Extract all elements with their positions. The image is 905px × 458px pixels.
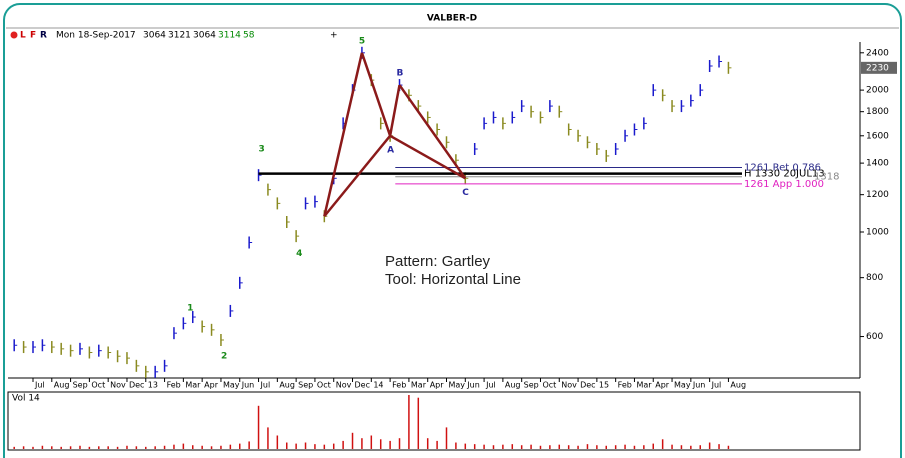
x-tick-label: 13 xyxy=(148,381,158,390)
info-low: 3064 xyxy=(193,31,216,41)
volume-label: Vol 14 xyxy=(12,394,40,404)
y-tick-label: 1600 xyxy=(866,131,889,141)
x-tick-label: Feb xyxy=(167,381,181,390)
y-tick-label: 800 xyxy=(866,273,883,283)
x-tick-label: Mar xyxy=(636,381,652,390)
flag[interactable]: L xyxy=(20,31,26,41)
y-tick-label: 1000 xyxy=(866,227,889,237)
info-date: Mon 18-Sep-2017 xyxy=(56,31,136,41)
level-label: H 1330 20JUL13 xyxy=(744,169,825,180)
add-button[interactable]: + xyxy=(330,31,338,41)
x-tick-label: Nov xyxy=(561,381,577,390)
annotation: Pattern: Gartley xyxy=(385,253,491,270)
x-tick-label: 14 xyxy=(373,381,383,390)
x-tick-label: Apr xyxy=(430,381,445,390)
y-tick-label: 2400 xyxy=(866,48,889,58)
info-volume: 58 xyxy=(243,31,255,41)
x-tick-label: Nov xyxy=(336,381,352,390)
x-tick-label: 15 xyxy=(599,381,609,390)
pattern-leg xyxy=(388,84,401,137)
x-tick-label: Jul xyxy=(485,381,496,390)
x-tick-label: Aug xyxy=(730,381,746,390)
x-tick-label: Jul xyxy=(260,381,271,390)
x-tick-label: Aug xyxy=(505,381,521,390)
info-open: 3064 xyxy=(143,31,166,41)
wave-label: 2 xyxy=(221,352,227,362)
frame xyxy=(3,3,902,458)
x-tick-label: Jul xyxy=(34,381,45,390)
level-label: 1318 xyxy=(814,172,839,183)
volume-panel xyxy=(7,391,861,451)
last-price: 2230 xyxy=(866,63,889,73)
y-tick-label: 1400 xyxy=(866,159,889,169)
x-tick-label: Jul xyxy=(711,381,722,390)
pattern-leg xyxy=(398,84,467,180)
x-tick-label: Oct xyxy=(317,381,331,390)
y-tick-label: 2000 xyxy=(866,86,889,96)
info-close: 3114 xyxy=(218,31,241,41)
flag[interactable]: F xyxy=(30,31,36,41)
x-tick-label: Dec xyxy=(355,381,370,390)
x-tick-label: Sep xyxy=(73,381,88,390)
wave-label: 4 xyxy=(296,249,302,259)
x-tick-label: Aug xyxy=(279,381,295,390)
pattern-label: B xyxy=(397,69,404,79)
x-tick-label: Feb xyxy=(392,381,406,390)
x-tick-label: Oct xyxy=(542,381,556,390)
x-tick-label: Apr xyxy=(204,381,219,390)
flag[interactable]: R xyxy=(40,31,47,41)
chart-title: VALBER-D xyxy=(427,14,477,24)
x-tick-label: Aug xyxy=(54,381,70,390)
x-tick-label: Jun xyxy=(241,381,255,390)
x-tick-label: Dec xyxy=(580,381,595,390)
x-tick-label: May xyxy=(448,381,465,390)
y-tick-label: 1800 xyxy=(866,107,889,117)
x-tick-label: Jun xyxy=(692,381,706,390)
x-tick-label: Mar xyxy=(411,381,427,390)
wave-label: 1 xyxy=(187,303,193,313)
info-high: 3121 xyxy=(168,31,191,41)
annotation: Tool: Horizontal Line xyxy=(385,271,521,288)
wave-label: 3 xyxy=(259,144,265,154)
x-tick-label: Oct xyxy=(91,381,105,390)
pattern-label: A xyxy=(387,145,394,155)
status-dot xyxy=(10,31,18,39)
pattern-label: C xyxy=(462,188,469,198)
pattern-leg xyxy=(360,52,392,137)
last-price-box xyxy=(861,61,897,74)
y-tick-label: 600 xyxy=(866,332,883,342)
pattern-label: 5 xyxy=(359,36,365,46)
level-label: 1261 App 1.000 xyxy=(744,179,824,190)
x-tick-label: Feb xyxy=(618,381,632,390)
level-label: 1261 Ret 0.786 xyxy=(744,163,821,174)
x-tick-label: May xyxy=(674,381,691,390)
pattern-leg xyxy=(323,134,392,218)
pattern-leg xyxy=(323,52,364,217)
x-tick-label: Mar xyxy=(185,381,201,390)
x-tick-label: Nov xyxy=(110,381,126,390)
x-tick-label: Sep xyxy=(524,381,539,390)
x-tick-label: Apr xyxy=(655,381,670,390)
x-tick-label: May xyxy=(223,381,240,390)
pattern-leg xyxy=(389,134,466,180)
x-tick-label: Jun xyxy=(466,381,480,390)
y-tick-label: 1200 xyxy=(866,190,889,200)
x-tick-label: Sep xyxy=(298,381,313,390)
x-tick-label: Dec xyxy=(129,381,144,390)
